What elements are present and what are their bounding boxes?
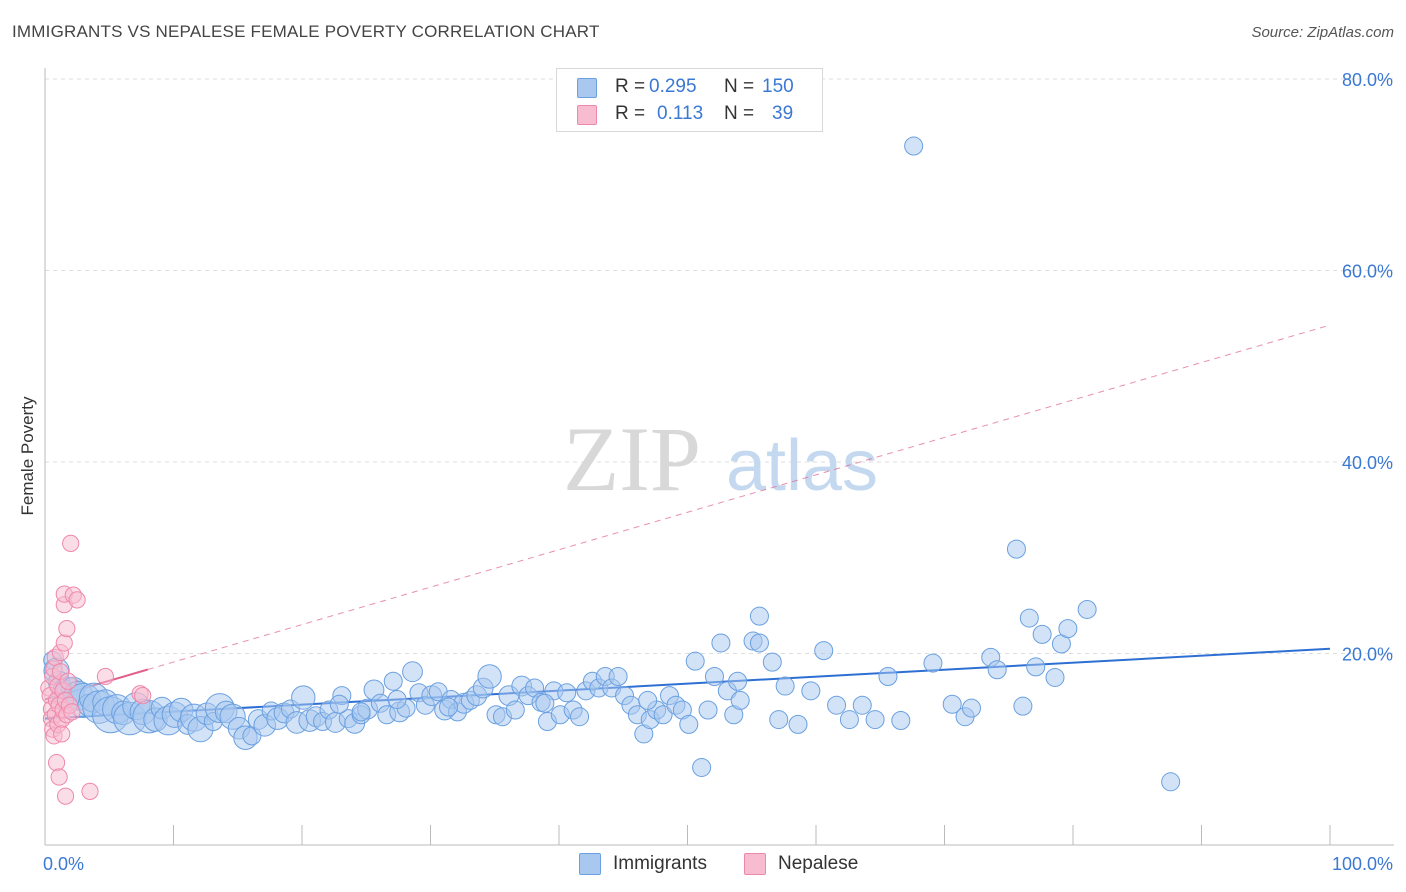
immigrants-point [987, 660, 1007, 680]
legend-item-nepalese[interactable]: Nepalese [744, 852, 858, 876]
nepalese-swatch [577, 105, 597, 125]
nepalese-point [96, 667, 114, 686]
trendline-nepalese-dashed [147, 324, 1331, 670]
immigrants-point [891, 711, 911, 731]
tick-label-layer: 20.0% 40.0% 60.0% 80.0% 0.0% 100.0% [43, 70, 1393, 874]
immigrants-point [692, 757, 712, 777]
immigrants-point [769, 710, 789, 730]
immigrants-point [749, 633, 769, 653]
immigrants-point [814, 641, 834, 661]
nepalese-point [62, 534, 80, 552]
immigrants-point [608, 666, 628, 686]
legend-immigrants-label: Immigrants [613, 853, 707, 874]
immigrants-point [852, 695, 872, 715]
immigrants-point [801, 681, 821, 701]
nepalese-point [56, 787, 75, 805]
immigrants-point [698, 700, 718, 720]
nepalese-point [59, 672, 77, 690]
chart-title: IMMIGRANTS VS NEPALESE FEMALE POVERTY CO… [12, 22, 600, 41]
trendline-immigrants [44, 647, 1331, 720]
watermark-zip: ZIP [563, 408, 701, 510]
immigrants-point [535, 693, 555, 713]
immigrants-point [387, 689, 407, 709]
immigrants-r-value: 0.295 [649, 76, 697, 97]
nepalese-point [63, 703, 81, 721]
immigrants-point [865, 710, 885, 730]
immigrants-point [1019, 608, 1039, 628]
immigrants-point [878, 666, 898, 686]
nepalese-point [134, 687, 152, 705]
nepalese-point [50, 768, 68, 786]
immigrants-point [570, 707, 590, 727]
legend-nepalese-label: Nepalese [778, 853, 859, 874]
immigrants-point [679, 714, 699, 734]
x-tick-label-min: 0.0% [43, 854, 84, 874]
x-tick-label-max: 100.0% [1332, 854, 1393, 874]
immigrants-point [351, 702, 371, 722]
nepalese-point [55, 634, 73, 652]
legend-nepalese-swatch [744, 853, 766, 875]
immigrants-point [728, 671, 748, 691]
immigrants-point [775, 676, 795, 696]
nepalese-point [47, 754, 66, 772]
immigrants-point [402, 661, 423, 683]
immigrants-point [711, 633, 731, 653]
immigrants-point [730, 690, 750, 710]
legend-item-immigrants[interactable]: Immigrants [579, 852, 707, 876]
grid-layer [45, 78, 1394, 654]
immigrants-point [1045, 667, 1065, 687]
y-tick-label: 40.0% [1342, 453, 1393, 473]
immigrants-point [1077, 599, 1097, 619]
immigrants-point [329, 694, 349, 714]
immigrants-point [1013, 696, 1033, 716]
points-layer [40, 136, 1181, 805]
immigrants-point [704, 666, 724, 686]
immigrants-point [749, 606, 769, 626]
immigrants-swatch [577, 78, 597, 98]
immigrants-point [1026, 657, 1046, 677]
nepalese-n-label: N = [724, 103, 755, 124]
nepalese-r-value: 0.113 [657, 103, 704, 124]
immigrants-n-label: N = [724, 76, 755, 97]
nepalese-point [58, 620, 76, 638]
nepalese-n-value: 39 [772, 103, 794, 124]
immigrants-point [788, 714, 808, 734]
immigrants-point [685, 651, 705, 671]
immigrants-point [638, 690, 658, 710]
immigrants-point [438, 697, 458, 717]
immigrants-point [653, 705, 673, 725]
immigrants-point [762, 652, 782, 672]
y-tick-label: 20.0% [1342, 645, 1393, 665]
immigrants-point [1006, 539, 1026, 559]
immigrants-point [839, 710, 859, 730]
legend-immigrants-swatch [579, 853, 601, 875]
stats-box: R = 0.295 N = 150 R = 0.113 N = 39 [556, 68, 823, 132]
immigrants-point [827, 695, 847, 715]
y-tick-label: 80.0% [1342, 70, 1393, 90]
immigrants-point [904, 136, 924, 156]
nepalese-point [68, 591, 86, 609]
immigrants-point [942, 694, 962, 714]
immigrants-point [477, 664, 502, 689]
nepalese-point [81, 782, 99, 800]
immigrants-r-label: R = [615, 76, 646, 97]
nepalese-r-label: R = [615, 103, 646, 124]
immigrants-point [961, 698, 981, 718]
immigrants-point [1032, 624, 1052, 644]
watermark: ZIP atlas [563, 408, 878, 510]
immigrants-point [557, 683, 577, 703]
nepalese-point [53, 725, 71, 743]
immigrants-point [505, 700, 525, 720]
immigrants-point [1058, 619, 1078, 639]
immigrants-point [291, 685, 316, 710]
immigrants-point [1161, 772, 1181, 792]
watermark-atlas: atlas [726, 426, 878, 506]
axis-layer [44, 68, 1394, 846]
y-tick-label: 60.0% [1342, 262, 1393, 282]
immigrants-n-value: 150 [762, 76, 794, 97]
source-label: Source: ZipAtlas.com [1251, 24, 1394, 41]
immigrants-point [383, 671, 403, 691]
immigrants-point [923, 653, 943, 673]
